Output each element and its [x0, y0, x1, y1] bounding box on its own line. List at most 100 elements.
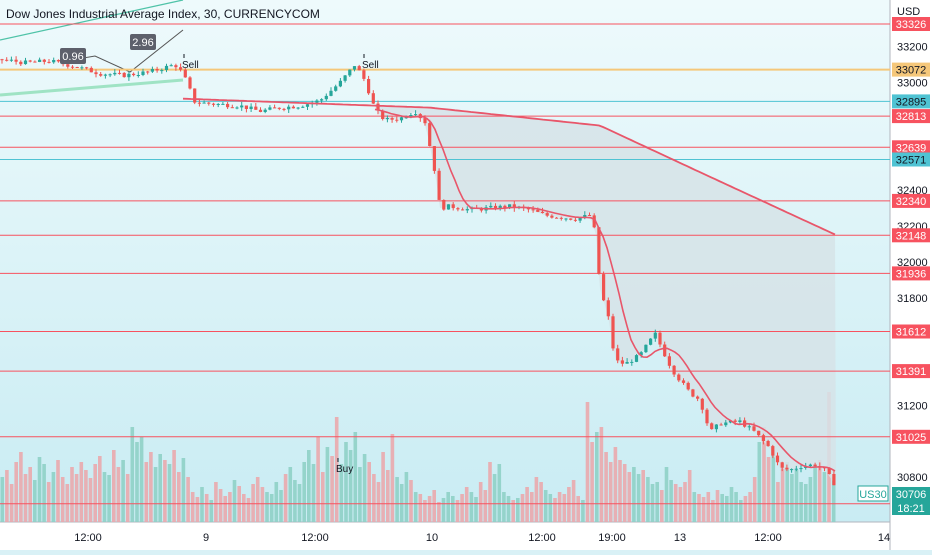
candle-body	[649, 338, 653, 345]
price-axis[interactable]: 3320033000324003220032000318003120030800…	[857, 17, 930, 515]
volume-bar	[88, 478, 93, 522]
volume-bar	[107, 475, 111, 522]
time-axis-background	[0, 522, 890, 550]
level-tag-label: 32895	[896, 96, 927, 108]
candle-body	[794, 468, 798, 470]
candle-body	[578, 217, 582, 221]
volume-bar	[399, 484, 404, 522]
volume-bar	[288, 467, 293, 522]
volume-bar	[5, 470, 9, 522]
volume-bar	[163, 460, 167, 522]
candle-body	[296, 107, 300, 109]
volume-bar	[683, 482, 687, 522]
candle-body	[653, 332, 657, 339]
level-tag	[892, 429, 930, 444]
volume-bar	[409, 480, 413, 522]
volume-bar	[817, 460, 822, 522]
volume-bar	[808, 477, 813, 522]
level-tag-label: 31936	[896, 268, 927, 280]
volume-bar	[632, 467, 636, 522]
candle-body	[268, 107, 272, 110]
candle-body	[202, 102, 206, 104]
candle-body	[766, 441, 770, 447]
volume-bar	[46, 482, 51, 522]
volume-bar	[739, 500, 743, 522]
volume-bar	[135, 442, 139, 522]
volume-bar	[381, 452, 385, 522]
candle-body	[428, 123, 432, 146]
volume-bar	[74, 474, 79, 522]
candle-body	[667, 356, 671, 366]
volume-bar	[776, 482, 780, 522]
time-tick-label: 19:00	[598, 532, 626, 544]
volume-bar	[618, 460, 622, 522]
volume-bar	[766, 457, 771, 522]
volume-bar	[678, 487, 683, 522]
level-tag-label: 32639	[896, 142, 927, 154]
volume-bar	[367, 462, 371, 522]
slow-moving-average	[182, 97, 836, 236]
volume-bar	[492, 474, 497, 522]
volume-bar	[167, 464, 172, 522]
volume-bar	[56, 460, 60, 522]
candle-body	[602, 274, 606, 301]
time-tick-label: 12:00	[528, 532, 556, 544]
volume-bar	[585, 402, 590, 522]
candle-body	[597, 227, 601, 274]
volume-bar	[748, 492, 752, 522]
volume-bar	[204, 494, 209, 522]
volume-bar	[98, 456, 102, 522]
candle-body	[616, 348, 620, 361]
volume-bar	[42, 464, 46, 522]
candle-body	[141, 71, 145, 75]
volume-bar	[14, 462, 18, 522]
candle-body	[273, 107, 277, 109]
volume-bar	[729, 487, 734, 522]
volume-bar	[804, 484, 808, 522]
level-tag	[892, 62, 930, 77]
candle-body	[329, 90, 333, 96]
candle-body	[146, 71, 150, 73]
volume-bar	[441, 498, 446, 522]
level-tag	[892, 324, 930, 339]
volume-bar	[404, 472, 409, 522]
candle-body	[592, 215, 596, 228]
volume-bar	[172, 450, 176, 522]
volume-bar	[158, 454, 162, 522]
time-axis[interactable]: 12:00 9 12:00 10 12:00 19:00 13 12:00 14	[74, 532, 890, 544]
volume-bar	[455, 500, 460, 522]
candle-body	[489, 205, 493, 208]
volume-bar	[246, 498, 251, 522]
volume-bar	[743, 496, 748, 522]
time-tick-label: 14	[878, 532, 890, 544]
candle-body	[66, 64, 70, 67]
candle-body	[813, 464, 817, 467]
volume-bar	[102, 472, 107, 522]
volume-bar	[822, 472, 827, 522]
volume-bar	[520, 494, 525, 522]
candle-body	[258, 109, 263, 112]
candle-body	[75, 67, 79, 68]
volume-bar	[516, 498, 520, 522]
volume-bar	[502, 492, 506, 522]
volume-bar	[265, 492, 269, 522]
volume-bar	[251, 484, 255, 522]
candle-body	[235, 107, 239, 109]
level-tag	[892, 17, 930, 31]
candle-body	[390, 118, 394, 120]
candle-body	[348, 69, 352, 76]
candle-body	[287, 106, 291, 110]
candle-body	[705, 409, 709, 424]
volume-bar	[149, 452, 153, 522]
symbol-label: US30	[859, 489, 887, 501]
candle-body	[456, 208, 460, 210]
price-tick-label: 31200	[897, 400, 928, 412]
candle-body	[85, 67, 89, 69]
horizontal-levels[interactable]	[0, 23, 890, 505]
volume-bar	[752, 477, 757, 522]
candle-body	[381, 110, 385, 119]
candle-body	[211, 103, 216, 105]
volume-bar	[790, 474, 794, 522]
